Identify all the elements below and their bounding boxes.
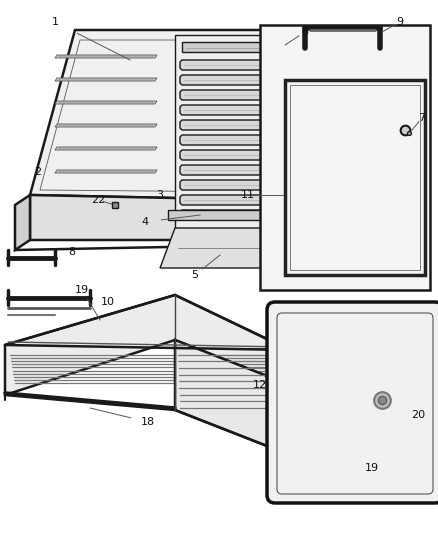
Text: 18: 18 — [141, 417, 155, 427]
Text: 7: 7 — [418, 113, 426, 123]
Text: 4: 4 — [141, 217, 148, 227]
Text: 5: 5 — [191, 270, 198, 280]
Polygon shape — [59, 171, 153, 173]
Text: 8: 8 — [68, 247, 76, 257]
Polygon shape — [180, 180, 305, 190]
Polygon shape — [175, 35, 310, 230]
Polygon shape — [160, 228, 310, 268]
Polygon shape — [59, 125, 153, 126]
Polygon shape — [180, 105, 305, 115]
Polygon shape — [55, 124, 157, 127]
Polygon shape — [59, 148, 153, 149]
Text: 11: 11 — [241, 190, 255, 200]
Polygon shape — [55, 170, 157, 173]
Polygon shape — [30, 30, 270, 200]
Polygon shape — [55, 78, 157, 81]
Polygon shape — [55, 101, 157, 104]
Text: 20: 20 — [411, 410, 425, 420]
Polygon shape — [59, 55, 153, 58]
Polygon shape — [180, 165, 305, 175]
Polygon shape — [30, 195, 270, 240]
Polygon shape — [182, 42, 302, 52]
Text: 19: 19 — [365, 463, 379, 473]
Text: 1: 1 — [52, 17, 59, 27]
Polygon shape — [180, 75, 305, 85]
Text: 19: 19 — [75, 285, 89, 295]
Polygon shape — [180, 120, 305, 130]
Polygon shape — [59, 101, 153, 103]
Polygon shape — [5, 295, 290, 395]
Polygon shape — [15, 195, 30, 250]
Polygon shape — [180, 90, 305, 100]
Text: 9: 9 — [396, 17, 403, 27]
Polygon shape — [180, 150, 305, 160]
Polygon shape — [180, 60, 305, 70]
Text: 6: 6 — [301, 27, 308, 37]
Text: 22: 22 — [91, 195, 105, 205]
Polygon shape — [59, 78, 153, 80]
FancyBboxPatch shape — [267, 302, 438, 503]
Polygon shape — [175, 340, 430, 500]
Polygon shape — [180, 195, 305, 205]
Polygon shape — [55, 55, 157, 58]
Polygon shape — [260, 25, 430, 290]
Polygon shape — [180, 135, 305, 145]
Polygon shape — [55, 147, 157, 150]
Polygon shape — [180, 210, 305, 220]
Polygon shape — [168, 210, 310, 220]
Text: 3: 3 — [156, 190, 163, 200]
Text: 12: 12 — [253, 380, 267, 390]
Text: 10: 10 — [101, 297, 115, 307]
Text: 2: 2 — [35, 167, 42, 177]
